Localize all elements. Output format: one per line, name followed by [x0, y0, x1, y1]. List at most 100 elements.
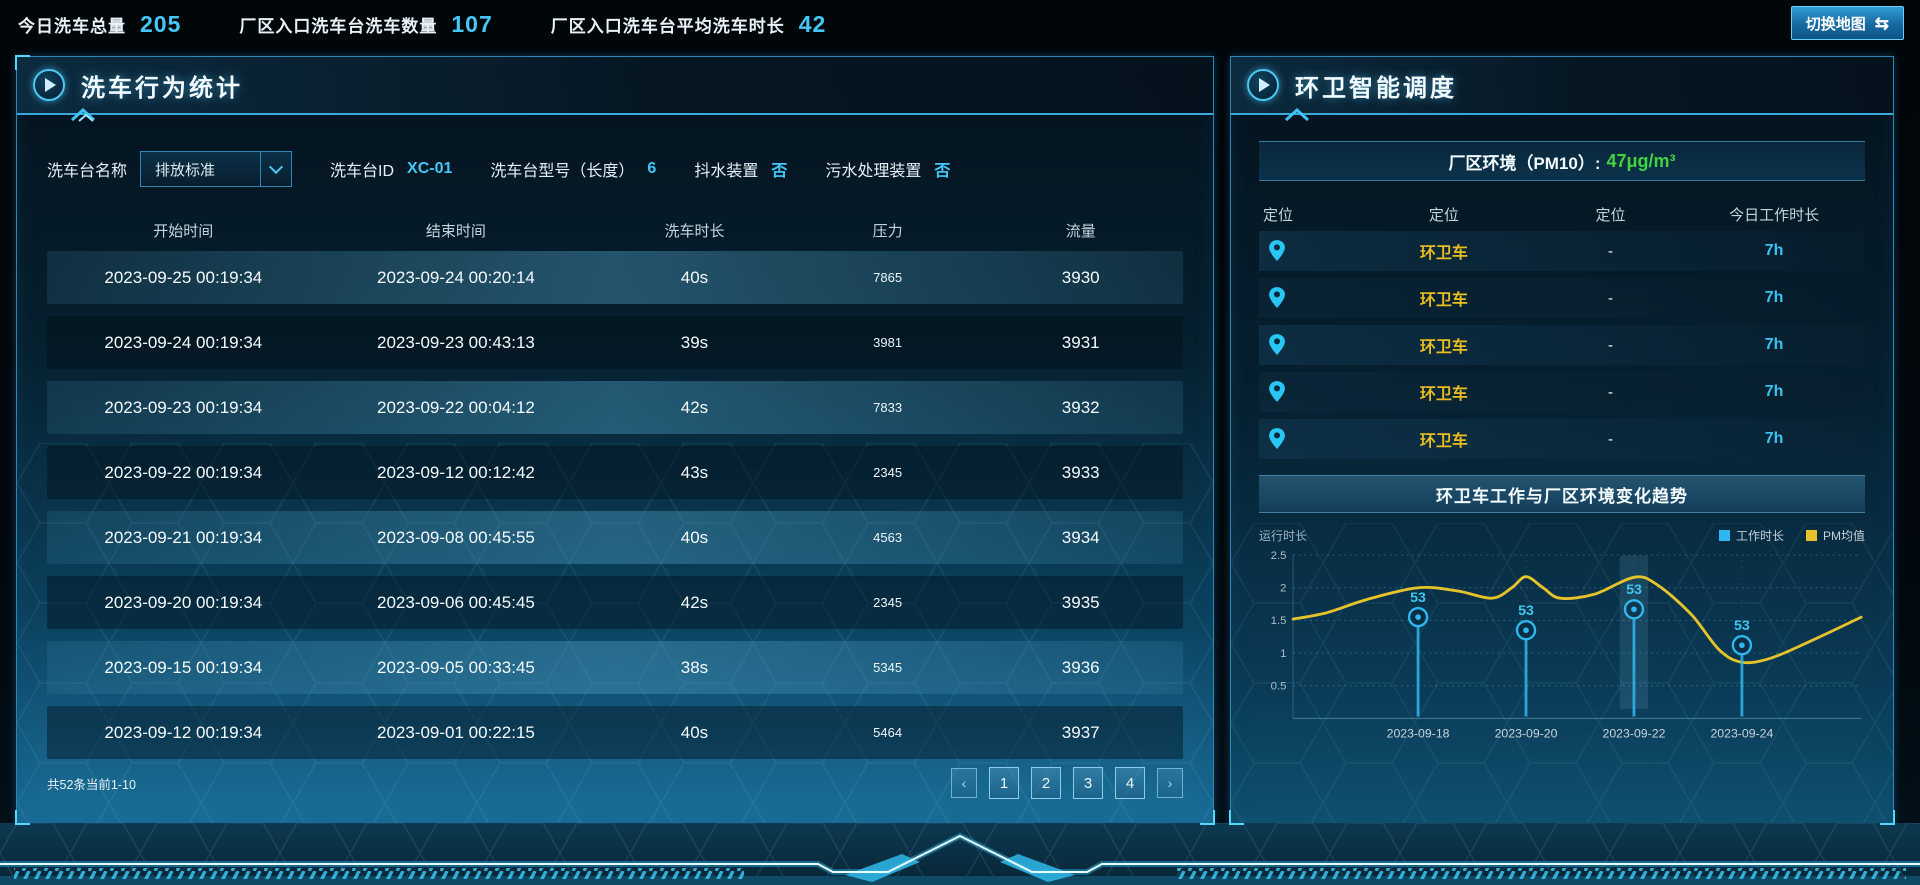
page-button-2[interactable]: 2 [1031, 767, 1061, 799]
table-row: 2023-09-20 00:19:34 2023-09-06 00:45:45 42… [47, 576, 1183, 629]
cell-end-time: 2023-09-23 00:43:13 [377, 332, 535, 352]
corner-accent [1200, 810, 1215, 825]
vehicle-work-hours: 7h [1764, 336, 1784, 353]
chart-legend: 工作时长 PM均值 [1718, 527, 1865, 544]
vehicle-work-hours: 7h [1764, 289, 1784, 306]
vehicle-row: 环卫车 - 7h [1259, 231, 1865, 271]
cell-pressure: 2345 [873, 465, 903, 480]
legend-label: 工作时长 [1735, 529, 1784, 543]
page-button-3[interactable]: 3 [1073, 767, 1103, 799]
vehicle-name: 环卫车 [1419, 292, 1468, 309]
cell-duration: 42s [680, 592, 709, 612]
cell-start-time: 2023-09-15 00:19:34 [104, 657, 263, 677]
wash-table: 开始时间 结束时间 洗车时长 压力 流量 2023-09-25 00:19:34 2023… [47, 209, 1183, 759]
cell-flow: 3935 [1061, 592, 1100, 612]
cell-duration: 40s [680, 267, 709, 287]
cell-start-time: 2023-09-22 00:19:34 [104, 462, 263, 482]
chevron-up-accent-icon [1284, 107, 1310, 122]
play-icon [33, 69, 65, 101]
location-pin-icon[interactable] [1259, 427, 1350, 451]
sewage-device-value: 否 [934, 163, 951, 180]
trend-chart: 0.5 1 1.5 2 2.5 2023-09-18 2023-09-20 2023-09-2… [1259, 546, 1865, 745]
page-button-1[interactable]: 1 [989, 767, 1019, 799]
vehicle-row: 环卫车 - 7h [1259, 372, 1865, 412]
cell-start-time: 2023-09-12 00:19:34 [104, 722, 263, 742]
cell-flow: 3933 [1061, 462, 1100, 482]
svg-text:1.5: 1.5 [1271, 615, 1287, 627]
panel-title: 洗车行为统计 [81, 74, 243, 102]
pagination-summary: 共52条当前1-10 [47, 777, 136, 792]
svg-text:0.5: 0.5 [1271, 681, 1287, 693]
station-id-value: XC-01 [407, 160, 453, 177]
next-page-button[interactable]: › [1157, 768, 1183, 798]
vehicle-name: 环卫车 [1419, 433, 1468, 450]
stat-label: 厂区入口洗车台洗车数量 [239, 16, 438, 36]
stat-entrance-wash-count: 厂区入口洗车台洗车数量 107 [239, 11, 492, 38]
dispatch-panel-content: 环卫智能调度 厂区环境（PM10）: 47μg/m³ 定位 定位 定位 今日工作时长 … [1231, 57, 1893, 745]
svg-text:2023-09-18: 2023-09-18 [1387, 726, 1450, 740]
location-pin-icon[interactable] [1259, 333, 1350, 357]
wash-panel-content: 洗车行为统计 洗车台名称 排放标准 洗车台ID XC-01 洗车台型号（长度） … [17, 57, 1213, 759]
location-pin-icon[interactable] [1259, 239, 1350, 263]
vehicle-name: 环卫车 [1419, 339, 1468, 356]
cell-pressure: 5464 [873, 725, 903, 740]
station-name-select[interactable]: 排放标准 [140, 151, 293, 187]
location-pin-icon[interactable] [1259, 380, 1350, 404]
table-row: 2023-09-15 00:19:34 2023-09-05 00:33:45 38… [47, 641, 1183, 694]
column-header: 定位 [1428, 206, 1459, 224]
vehicle-work-hours: 7h [1764, 383, 1784, 400]
prev-page-button[interactable]: ‹ [951, 768, 977, 798]
chevron-up-accent-icon [70, 107, 96, 122]
stat-total-wash: 今日洗车总量 205 [18, 11, 181, 38]
table-row: 2023-09-25 00:19:34 2023-09-24 00:20:14 40… [47, 251, 1183, 304]
cell-duration: 43s [680, 462, 709, 482]
header-stats: 今日洗车总量 205 厂区入口洗车台洗车数量 107 厂区入口洗车台平均洗车时长… [0, 11, 826, 38]
vehicle-name: 环卫车 [1419, 245, 1468, 262]
switch-map-button[interactable]: 切换地图 ⇆ [1790, 6, 1904, 40]
station-id-label: 洗车台ID [330, 163, 395, 180]
station-name-label: 洗车台名称 [47, 163, 128, 180]
cell-pressure: 5345 [873, 660, 903, 675]
vehicle-location-value: - [1607, 430, 1613, 448]
stat-label: 厂区入口洗车台平均洗车时长 [550, 16, 785, 36]
cell-end-time: 2023-09-12 00:12:42 [377, 462, 535, 482]
stat-value: 107 [451, 10, 493, 37]
svg-text:1: 1 [1280, 648, 1286, 660]
page-button-4[interactable]: 4 [1115, 767, 1145, 799]
sewage-device-label: 污水处理装置 [825, 163, 922, 180]
vehicle-name: 环卫车 [1419, 386, 1468, 403]
dispatch-table-header: 定位 定位 定位 今日工作时长 [1259, 197, 1865, 231]
stat-label: 今日洗车总量 [18, 16, 126, 36]
cell-pressure: 3981 [873, 335, 903, 350]
table-row: 2023-09-24 00:19:34 2023-09-23 00:43:13 39… [47, 316, 1183, 369]
chart-header: 运行时长 工作时长 PM均值 [1259, 527, 1865, 544]
vehicle-work-hours: 7h [1764, 242, 1784, 259]
location-pin-icon[interactable] [1259, 286, 1350, 310]
corner-accent [1880, 810, 1895, 825]
pm10-env-bar: 厂区环境（PM10）: 47μg/m³ [1259, 141, 1865, 181]
cell-flow: 3930 [1061, 267, 1100, 287]
cell-end-time: 2023-09-05 00:33:45 [377, 657, 535, 677]
dispatch-panel: 环卫智能调度 厂区环境（PM10）: 47μg/m³ 定位 定位 定位 今日工作时长 … [1229, 56, 1895, 825]
vehicle-row: 环卫车 - 7h [1259, 278, 1865, 318]
cell-end-time: 2023-09-01 00:22:15 [377, 722, 535, 742]
corner-accent [1229, 810, 1244, 825]
vehicle-work-hours: 7h [1764, 430, 1784, 447]
cell-flow: 3937 [1061, 722, 1100, 742]
column-header: 开始时间 [153, 222, 214, 240]
vehicle-location-value: - [1607, 383, 1613, 401]
swap-arrows-icon: ⇆ [1874, 13, 1889, 33]
corner-accent [15, 55, 30, 70]
cell-duration: 42s [680, 397, 709, 417]
cell-end-time: 2023-09-06 00:45:45 [377, 592, 535, 612]
cell-pressure: 7865 [873, 270, 903, 285]
svg-text:2023-09-22: 2023-09-22 [1603, 726, 1666, 740]
svg-text:53: 53 [1734, 618, 1750, 634]
cell-duration: 38s [680, 657, 709, 677]
cell-pressure: 7833 [873, 400, 903, 415]
dropdown-arrow-cell[interactable] [260, 152, 291, 186]
table-row: 2023-09-22 00:19:34 2023-09-12 00:12:42 43… [47, 446, 1183, 499]
vehicle-location-value: - [1607, 289, 1613, 307]
vehicle-row: 环卫车 - 7h [1259, 419, 1865, 459]
play-icon [1247, 69, 1279, 101]
